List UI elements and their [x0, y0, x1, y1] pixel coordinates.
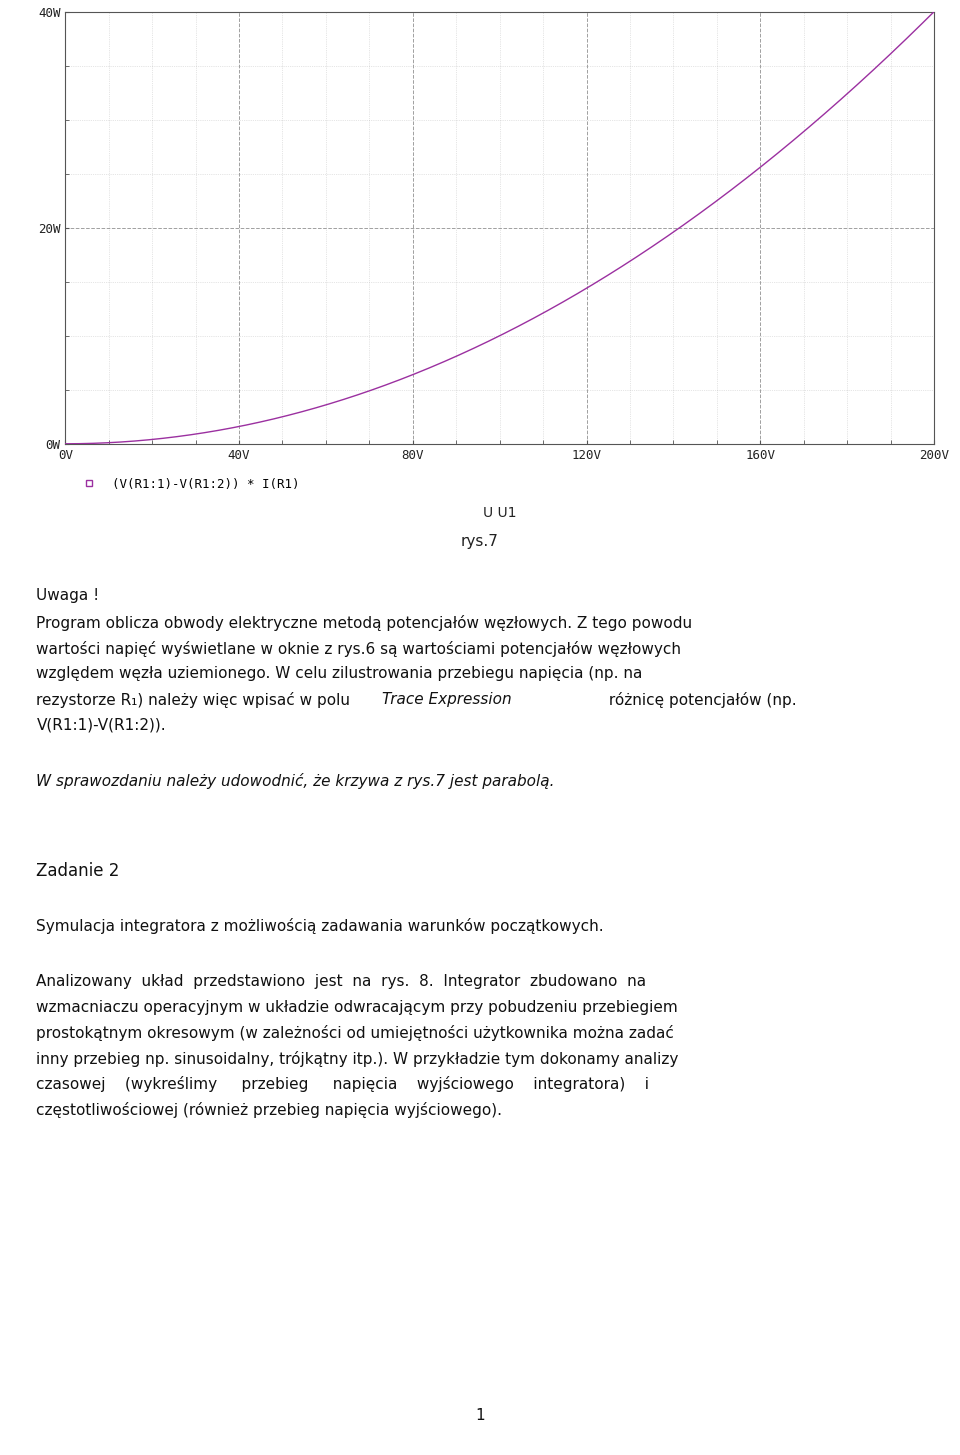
Text: względem węzła uziemionego. W celu zilustrowania przebiegu napięcia (np. na: względem węzła uziemionego. W celu zilus…: [36, 666, 643, 681]
Text: Zadanie 2: Zadanie 2: [36, 863, 120, 880]
X-axis label: U U1: U U1: [483, 506, 516, 519]
Text: częstotliwościowej (również przebieg napięcia wyjściowego).: częstotliwościowej (również przebieg nap…: [36, 1101, 502, 1117]
Text: Program oblicza obwody elektryczne metodą potencjałów węzłowych. Z tego powodu: Program oblicza obwody elektryczne metod…: [36, 615, 692, 631]
Legend: (V(R1:1)-V(R1:2)) * I(R1): (V(R1:1)-V(R1:2)) * I(R1): [72, 473, 304, 496]
Text: W sprawozdaniu należy udowodnić, że krzywa z rys.7 jest parabolą.: W sprawozdaniu należy udowodnić, że krzy…: [36, 774, 555, 789]
Text: rys.7: rys.7: [461, 534, 499, 549]
Text: wartości napięć wyświetlane w oknie z rys.6 są wartościami potencjałów węzłowych: wartości napięć wyświetlane w oknie z ry…: [36, 640, 682, 656]
Text: prostokątnym okresowym (w zależności od umiejętności użytkownika można zadać: prostokątnym okresowym (w zależności od …: [36, 1026, 674, 1042]
Text: różnicę potencjałów (np.: różnicę potencjałów (np.: [604, 693, 797, 707]
Text: Uwaga !: Uwaga !: [36, 588, 100, 602]
Text: wzmacniaczu operacyjnym w układzie odwracającym przy pobudzeniu przebiegiem: wzmacniaczu operacyjnym w układzie odwra…: [36, 1000, 678, 1016]
Text: Symulacja integratora z możliwością zadawania warunków początkowych.: Symulacja integratora z możliwością zada…: [36, 918, 604, 934]
Text: inny przebieg np. sinusoidalny, trójkątny itp.). W przykładzie tym dokonamy anal: inny przebieg np. sinusoidalny, trójkątn…: [36, 1051, 679, 1067]
Text: 1: 1: [475, 1408, 485, 1423]
Text: V(R1:1)-V(R1:2)).: V(R1:1)-V(R1:2)).: [36, 717, 166, 732]
Text: czasowej    (wykreślimy     przebieg     napięcia    wyjściowego    integratora): czasowej (wykreślimy przebieg napięcia w…: [36, 1077, 650, 1093]
Text: rezystorze R₁) należy więc wpisać w polu: rezystorze R₁) należy więc wpisać w polu: [36, 693, 355, 707]
Text: Analizowany  układ  przedstawiono  jest  na  rys.  8.  Integrator  zbudowano  na: Analizowany układ przedstawiono jest na …: [36, 975, 647, 989]
Text: Trace Expression: Trace Expression: [382, 693, 512, 707]
